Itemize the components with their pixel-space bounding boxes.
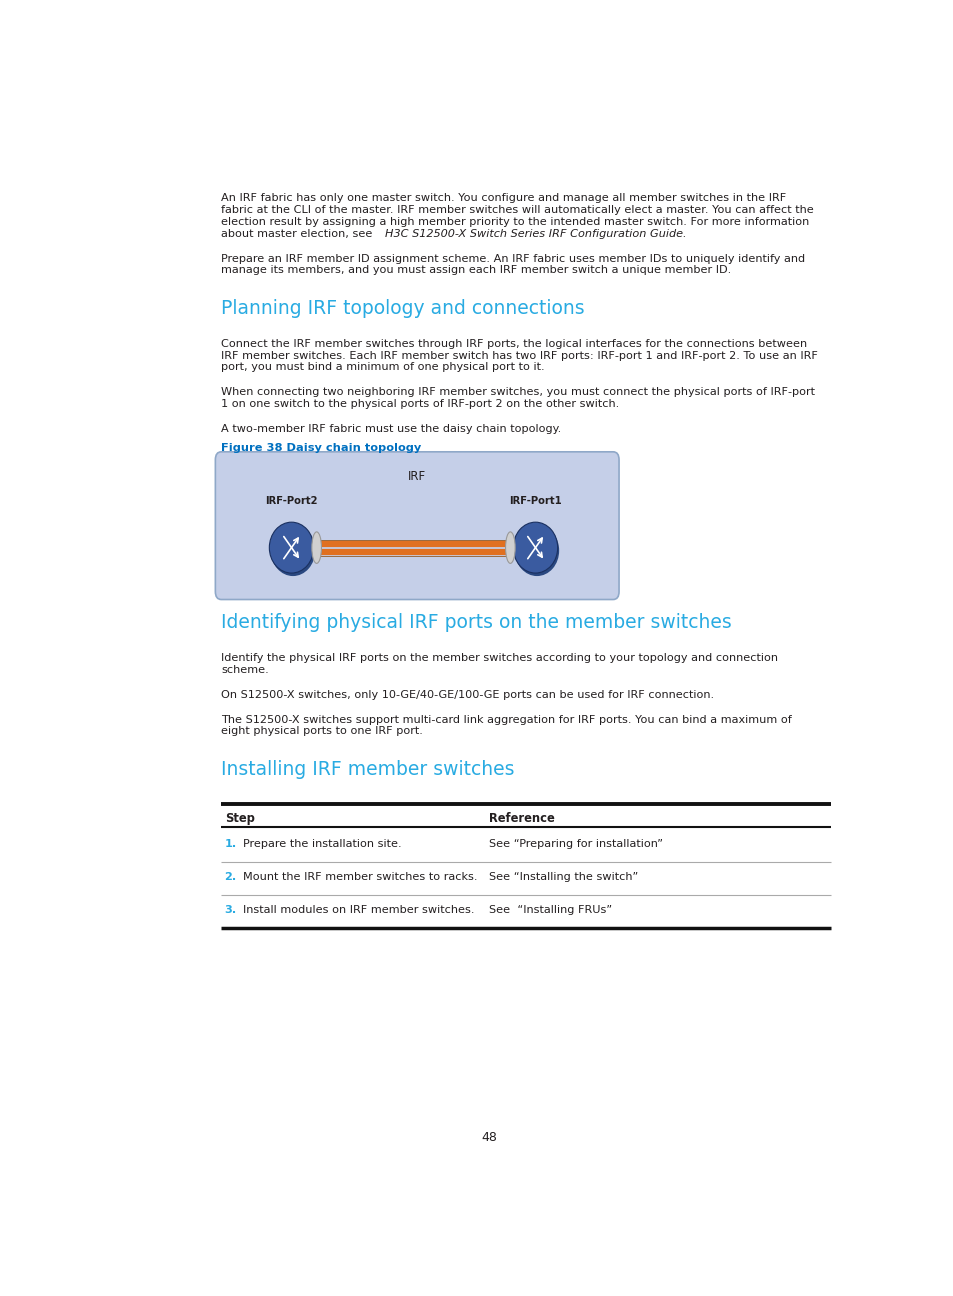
Text: IRF: IRF <box>408 469 426 483</box>
Text: fabric at the CLI of the master. IRF member switches will automatically elect a : fabric at the CLI of the master. IRF mem… <box>221 205 813 215</box>
Text: Planning IRF topology and connections: Planning IRF topology and connections <box>221 299 584 318</box>
Text: Connect the IRF member switches through IRF ports, the logical interfaces for th: Connect the IRF member switches through … <box>221 340 806 349</box>
Ellipse shape <box>269 522 314 573</box>
Ellipse shape <box>515 525 558 575</box>
Text: 48: 48 <box>480 1131 497 1144</box>
Text: 1 on one switch to the physical ports of IRF-port 2 on the other switch.: 1 on one switch to the physical ports of… <box>221 399 618 410</box>
Text: port, you must bind a minimum of one physical port to it.: port, you must bind a minimum of one phy… <box>221 363 544 372</box>
Text: An IRF fabric has only one master switch. You configure and manage all member sw: An IRF fabric has only one master switch… <box>221 193 785 203</box>
Text: H3C S12500-X Switch Series IRF Configuration Guide.: H3C S12500-X Switch Series IRF Configura… <box>385 229 686 238</box>
Text: Installing IRF member switches: Installing IRF member switches <box>221 761 515 779</box>
Text: See “Preparing for installation”: See “Preparing for installation” <box>488 839 662 849</box>
Text: Mount the IRF member switches to racks.: Mount the IRF member switches to racks. <box>243 872 477 881</box>
Text: Figure 38 Daisy chain topology: Figure 38 Daisy chain topology <box>221 443 421 454</box>
Text: Identify the physical IRF ports on the member switches according to your topolog: Identify the physical IRF ports on the m… <box>221 653 778 664</box>
Text: Prepare the installation site.: Prepare the installation site. <box>243 839 401 849</box>
Text: Identifying physical IRF ports on the member switches: Identifying physical IRF ports on the me… <box>221 613 731 632</box>
Ellipse shape <box>271 525 314 575</box>
Text: about master election, see: about master election, see <box>221 229 375 238</box>
Text: IRF member switches. Each IRF member switch has two IRF ports: IRF-port 1 and IR: IRF member switches. Each IRF member swi… <box>221 351 818 360</box>
FancyBboxPatch shape <box>215 452 618 600</box>
Text: scheme.: scheme. <box>221 665 269 675</box>
Text: eight physical ports to one IRF port.: eight physical ports to one IRF port. <box>221 727 423 736</box>
Text: Step: Step <box>225 813 254 826</box>
Text: The S12500-X switches support multi-card link aggregation for IRF ports. You can: The S12500-X switches support multi-card… <box>221 714 791 724</box>
Text: manage its members, and you must assign each IRF member switch a unique member I: manage its members, and you must assign … <box>221 266 731 275</box>
Text: election result by assigning a high member priority to the intended master switc: election result by assigning a high memb… <box>221 216 809 227</box>
Text: IRF-Port1: IRF-Port1 <box>509 496 561 505</box>
Text: 2.: 2. <box>224 872 236 881</box>
Ellipse shape <box>513 522 558 573</box>
Text: Prepare an IRF member ID assignment scheme. An IRF fabric uses member IDs to uni: Prepare an IRF member ID assignment sche… <box>221 254 804 263</box>
Ellipse shape <box>312 531 321 564</box>
Text: IRF-Port2: IRF-Port2 <box>265 496 317 505</box>
Text: Install modules on IRF member switches.: Install modules on IRF member switches. <box>243 905 475 915</box>
Text: See  “Installing FRUs”: See “Installing FRUs” <box>488 905 612 915</box>
Text: See “Installing the switch”: See “Installing the switch” <box>488 872 638 881</box>
Ellipse shape <box>505 531 515 564</box>
Text: 1.: 1. <box>224 839 236 849</box>
Text: 3.: 3. <box>224 905 236 915</box>
Text: Reference: Reference <box>488 813 554 826</box>
Text: When connecting two neighboring IRF member switches, you must connect the physic: When connecting two neighboring IRF memb… <box>221 388 815 398</box>
Text: On S12500-X switches, only 10-GE/40-GE/100-GE ports can be used for IRF connecti: On S12500-X switches, only 10-GE/40-GE/1… <box>221 689 714 700</box>
Text: A two-member IRF fabric must use the daisy chain topology.: A two-member IRF fabric must use the dai… <box>221 424 561 434</box>
